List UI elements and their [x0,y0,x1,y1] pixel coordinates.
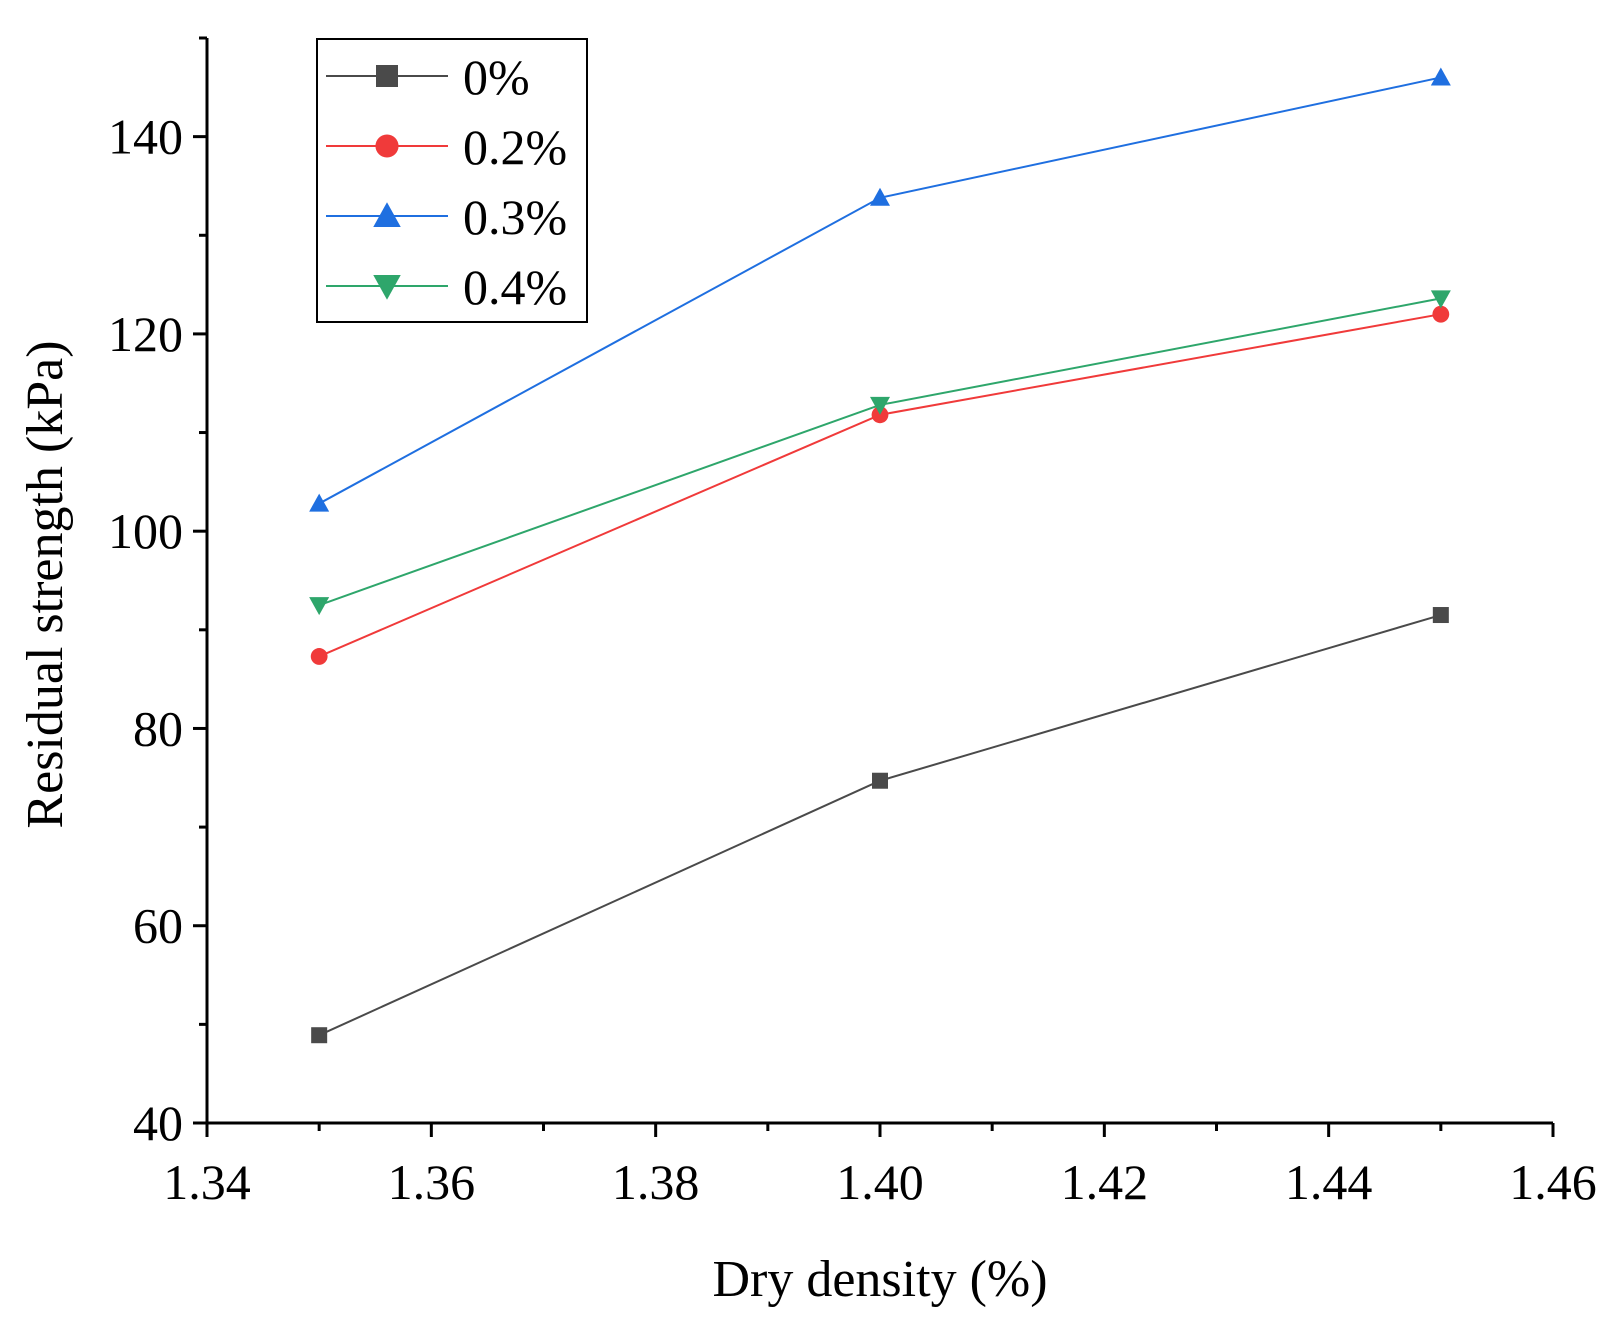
legend-box [316,38,588,323]
data-point [311,1027,328,1044]
y-tick-label: 80 [133,700,183,756]
data-point [1430,290,1451,309]
legend-marker [373,202,401,227]
x-tick-label: 1.34 [163,1154,251,1210]
data-point [870,187,890,206]
legend-marker [373,275,401,300]
legend-label: 0.3% [463,189,567,245]
legend-label: 0.4% [463,259,567,315]
series-0 [311,607,1449,1044]
legend-marker [375,134,399,158]
series-layer [309,67,1451,1044]
series-2 [309,67,1451,512]
x-tick-label: 1.36 [388,1154,476,1210]
series-line [318,614,1442,1037]
data-point [310,648,328,665]
y-tick-label: 140 [108,109,183,165]
data-point [1430,67,1451,86]
x-axis-title: Dry density (%) [712,1251,1047,1308]
x-tick-label: 1.46 [1509,1154,1597,1210]
y-tick-label: 120 [108,306,183,362]
legend: 0% 0.2% 0.3% 0.4% [316,38,588,323]
y-axis-title: Residual strength (kPa) [17,340,74,828]
x-tick-label: 1.44 [1285,1154,1373,1210]
data-point [872,772,888,789]
data-point [870,396,890,415]
data-point [309,493,330,512]
data-point [1432,305,1450,323]
data-point [1432,607,1449,624]
series-1 [310,305,1450,665]
legend-label: 0% [463,49,530,105]
series-line [318,313,1442,658]
legend-label: 0.2% [463,119,567,175]
x-tick-label: 1.38 [612,1154,700,1210]
data-point [309,597,330,616]
x-tick-label: 1.42 [1061,1154,1149,1210]
legend-marker [376,65,398,87]
y-tick-label: 100 [108,503,183,559]
y-axis-ticks: 40 60 80 100 120 140 [108,36,207,1151]
x-tick-label: 1.40 [836,1154,924,1210]
y-tick-label: 40 [133,1095,183,1151]
x-axis-ticks: 1.34 1.36 1.38 1.40 1.42 1.44 1.46 [163,1123,1597,1210]
series-3 [309,290,1451,616]
y-tick-label: 60 [133,898,183,954]
